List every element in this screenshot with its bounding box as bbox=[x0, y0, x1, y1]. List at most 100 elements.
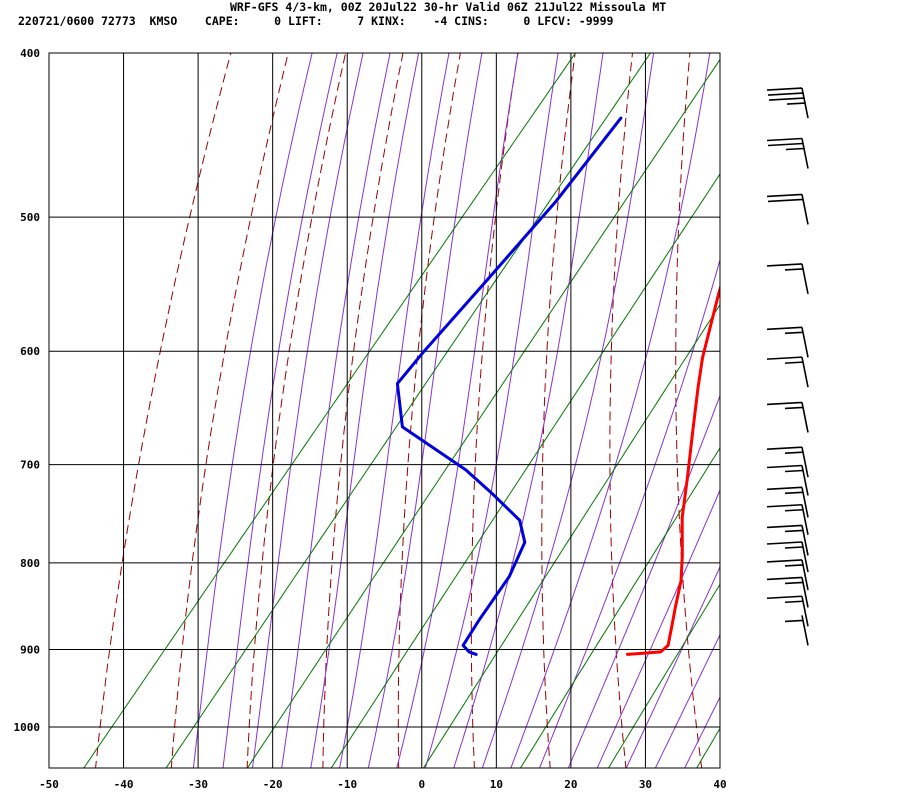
y-tick-label: 1000 bbox=[14, 721, 41, 734]
wind-barb bbox=[766, 486, 809, 518]
dry-adiabat bbox=[740, 15, 778, 770]
wind-barb-full bbox=[766, 87, 803, 91]
wind-barb-full bbox=[766, 541, 803, 545]
mixing-ratio-line bbox=[607, 583, 720, 768]
wind-barb-half bbox=[784, 546, 804, 549]
moist-adiabat bbox=[310, 53, 420, 768]
x-tick-label: 30 bbox=[639, 778, 652, 791]
wind-barb-full bbox=[766, 503, 803, 508]
x-tick-label: -20 bbox=[263, 778, 283, 791]
wind-barb-full bbox=[767, 198, 804, 203]
mixing-ratio-line bbox=[246, 58, 720, 768]
moist-adiabat bbox=[539, 258, 720, 768]
wind-barb-half bbox=[784, 600, 804, 604]
wind-barb-full bbox=[766, 464, 803, 469]
wind-barb bbox=[766, 356, 809, 388]
wind-barb-full bbox=[766, 486, 803, 491]
dry-adiabat bbox=[470, 53, 519, 768]
wind-barb bbox=[766, 137, 809, 169]
y-tick-label: 500 bbox=[20, 211, 40, 224]
moist-adiabat bbox=[281, 53, 391, 768]
moist-adiabat bbox=[510, 53, 711, 768]
y-tick-label: 800 bbox=[20, 557, 40, 570]
moist-adiabat bbox=[251, 53, 364, 768]
chart-header-indices: 220721/0600 72773 KMSO CAPE: 0 LIFT: 7 K… bbox=[18, 14, 614, 28]
moist-adiabat bbox=[567, 394, 720, 768]
mixing-ratio-line bbox=[330, 173, 720, 768]
mixing-ratio-line bbox=[165, 53, 652, 768]
x-tick-label: 10 bbox=[490, 778, 503, 791]
dry-adiabat bbox=[170, 53, 289, 768]
x-tick-label: -30 bbox=[188, 778, 208, 791]
moist-adiabat bbox=[367, 53, 483, 768]
moist-adiabat bbox=[654, 633, 720, 768]
x-tick-label: -40 bbox=[114, 778, 134, 791]
wind-barb bbox=[766, 541, 809, 573]
wind-barb-full bbox=[766, 576, 803, 581]
dry-adiabat bbox=[322, 53, 404, 768]
wind-barb-full bbox=[766, 356, 803, 360]
wind-barb-full bbox=[766, 524, 803, 529]
dewpoint-profile-line bbox=[395, 116, 623, 656]
mixing-ratio-line bbox=[422, 303, 720, 768]
moist-adiabat bbox=[684, 696, 720, 768]
wind-barb-full bbox=[766, 137, 803, 142]
wind-barb-half bbox=[786, 102, 806, 105]
wind-barb bbox=[766, 524, 809, 556]
wind-barb bbox=[766, 595, 809, 627]
dry-adiabat bbox=[675, 53, 703, 768]
wind-barb-full bbox=[766, 263, 803, 267]
wind-barb bbox=[766, 263, 809, 295]
wind-barb bbox=[784, 615, 809, 646]
wind-barb-column bbox=[766, 87, 809, 646]
wind-barb-half bbox=[784, 469, 804, 473]
y-axis-ticks: 400 500 600 700 800 900 1000 bbox=[14, 47, 41, 734]
wind-barb bbox=[766, 576, 809, 608]
wind-barb bbox=[766, 193, 809, 225]
wind-barb-full bbox=[766, 401, 803, 406]
x-tick-label: 0 bbox=[418, 778, 425, 791]
x-tick-label: 20 bbox=[564, 778, 577, 791]
wind-barb-half bbox=[785, 147, 805, 151]
wind-barb-half bbox=[784, 331, 804, 335]
wind-barb bbox=[766, 401, 809, 433]
plot-frame bbox=[48, 52, 721, 769]
dry-adiabat bbox=[397, 53, 461, 768]
moist-adiabat bbox=[453, 53, 604, 768]
dry-adiabat bbox=[861, 15, 900, 770]
dry-adiabat bbox=[246, 53, 347, 768]
wind-barb-half bbox=[784, 361, 804, 364]
wind-barb-full bbox=[767, 92, 804, 96]
wind-barb-half bbox=[784, 529, 804, 533]
wind-barb-half bbox=[784, 581, 804, 585]
wind-barb-full bbox=[766, 446, 803, 450]
y-tick-label: 900 bbox=[20, 643, 40, 656]
x-tick-label: 40 bbox=[713, 778, 726, 791]
y-tick-label: 400 bbox=[20, 47, 40, 60]
x-axis-ticks: -50 -40 -30 -20 -10 0 10 20 30 40 bbox=[39, 778, 727, 791]
moist-adiabat bbox=[222, 53, 338, 768]
x-tick-label: -10 bbox=[337, 778, 357, 791]
wind-barb-half bbox=[784, 508, 804, 512]
thermodynamic-background bbox=[83, 15, 900, 770]
temperature-profile-line bbox=[626, 283, 720, 656]
moist-adiabat bbox=[396, 53, 519, 768]
moist-adiabat bbox=[424, 53, 559, 768]
moist-adiabat bbox=[596, 489, 720, 768]
y-tick-label: 600 bbox=[20, 345, 40, 358]
moist-adiabat bbox=[625, 565, 720, 768]
wind-barb-full bbox=[767, 142, 804, 147]
wind-barb-half bbox=[784, 406, 804, 410]
wind-barb bbox=[766, 326, 809, 358]
profile-lines bbox=[395, 116, 720, 656]
wind-barb bbox=[766, 559, 809, 591]
moist-adiabat bbox=[192, 53, 313, 768]
wind-barb-half bbox=[784, 564, 804, 567]
wind-barb bbox=[766, 503, 809, 535]
x-tick-label: -50 bbox=[39, 778, 59, 791]
dry-adiabat bbox=[541, 53, 576, 768]
dry-adiabat bbox=[609, 53, 634, 768]
mixing-ratio-line bbox=[83, 53, 577, 768]
mixing-ratio-line bbox=[696, 727, 720, 768]
